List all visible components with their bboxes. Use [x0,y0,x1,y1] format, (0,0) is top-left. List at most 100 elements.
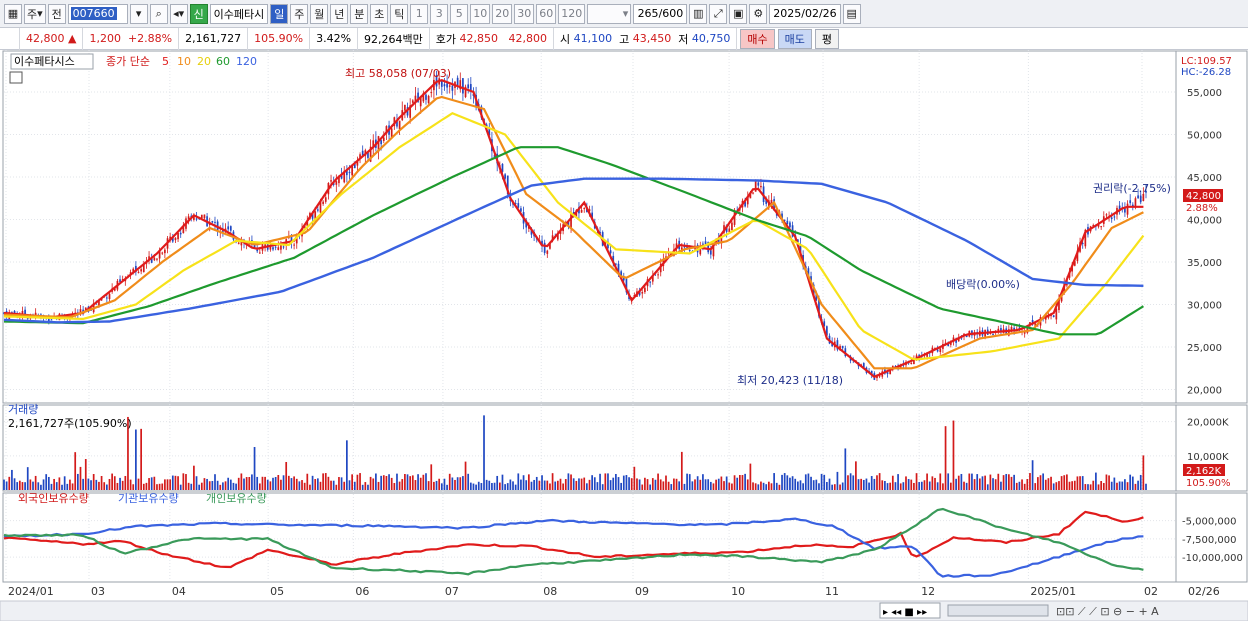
save-icon[interactable]: ▣ [729,3,748,24]
volume-bar [520,479,522,490]
period-tab-week[interactable]: 주 [290,3,309,24]
interval-5[interactable]: 5 [450,3,469,24]
volume-bar [256,476,259,490]
tool-icons[interactable]: ⊡⊡ ⟋ ⟋ ⊡ ⊖ − + A [1056,605,1159,618]
candle-body [367,152,369,158]
volume-bar [243,478,245,490]
volume-bar [1013,474,1015,490]
volume-bar [599,473,601,490]
period-tab-second[interactable]: 초 [370,3,389,24]
candle-body [169,236,172,240]
candle-body [720,235,723,244]
prev-button[interactable]: 전 [47,3,66,24]
volume-bar [87,478,90,490]
volume-bar [746,479,749,490]
candle-body [448,85,451,87]
period-tab-month[interactable]: 월 [310,3,329,24]
sound-icon[interactable]: ◂▾ [169,3,188,24]
period-tab-tick[interactable]: 틱 [390,3,409,24]
stock-code-input[interactable]: 007660 [67,3,128,24]
ma-title: 종가 단순 [106,55,150,68]
candle-body [1092,225,1095,227]
candle-body [575,210,578,218]
open-value: 41,100 [573,32,613,45]
volume-bar [145,482,148,490]
new-listing-badge[interactable]: 신 [189,3,208,24]
volume-bar [311,475,314,490]
volume-bar [1044,479,1047,490]
volume-bar [488,480,491,490]
code-dropdown-icon[interactable]: ▾ [129,3,148,24]
interval-120[interactable]: 120 [558,3,586,24]
draw-line-icon[interactable]: ⤢ [709,3,728,24]
bar-count-input[interactable]: 265/600 [633,3,688,24]
table-toggle-icon[interactable] [9,71,23,84]
volume-bar [939,473,942,490]
moving-average-lines [3,79,1145,379]
trade-amount: 92,264백만 [358,27,430,50]
volume-bar [55,482,58,490]
volume-bar [37,482,40,490]
eval-button[interactable]: 평 [814,28,840,49]
volume-bar [161,483,164,490]
volume-bar [607,473,609,490]
candle-body [1097,224,1100,227]
buy-button[interactable]: 매수 [740,28,775,49]
chart-menu-icon[interactable]: ▦ [4,3,22,24]
sell-button[interactable]: 매도 [777,28,812,49]
calendar-icon[interactable]: ▤ [842,3,861,24]
volume-bar [641,484,644,490]
stock-chart[interactable]: 이수페타시스 종가 단순 5 10 20 60 120 LC:109.57 HC… [0,50,1248,621]
period-tab-year[interactable]: 년 [330,3,349,24]
low-annotation: 최저 20,423 (11/18) [737,374,843,387]
quote-bar: 42,800 ▲ 1,200 +2.88% 2,161,727 105.90% … [0,27,1248,50]
volume-bar [992,478,994,490]
volume-bar [150,477,153,490]
scroll-buttons[interactable] [879,602,941,619]
stock-label-box[interactable] [10,53,94,70]
period-tab-minute[interactable]: 분 [350,3,369,24]
scroll-arrows-icon[interactable]: ▸ ◂◂ ■ ▸▸ [883,607,927,618]
interval-3[interactable]: 3 [430,3,449,24]
interval-1[interactable]: 1 [410,3,429,24]
candle-body [214,221,216,223]
volume-bar [47,476,50,490]
volume-bar [662,481,665,490]
scroll-thumb[interactable] [947,604,1049,617]
date-input[interactable]: 2025/02/26 [769,3,841,24]
volume-bar [377,481,380,490]
candle-body [98,299,100,306]
volume-bar [868,482,870,490]
volume-bar [680,451,683,490]
volume-bar [211,480,214,490]
volume-bar [282,475,285,490]
volume-bar [285,461,288,490]
volume-bar [799,480,802,490]
period-tab-day[interactable]: 일 [270,3,289,24]
holdings-axis-ticks: -5,000,000 -7,500,000 -10,000,000 [1182,517,1243,565]
candle-body [430,92,433,94]
volume-bar [905,476,907,490]
period-type-select[interactable]: 주 ▾ [24,3,46,24]
candle-body [955,338,957,343]
interval-20[interactable]: 20 [492,3,513,24]
volume-bar [100,476,103,490]
volume-bar [765,484,768,490]
volume-bar [1134,483,1137,490]
settings-gear-icon[interactable]: ⚙ [749,3,768,24]
holdings-tick-label: -5,000,000 [1182,517,1237,528]
candle-body [527,226,530,229]
volume-bar [82,478,84,490]
interval-10[interactable]: 10 [470,3,491,24]
interval-60[interactable]: 60 [536,3,557,24]
interval-30[interactable]: 30 [514,3,535,24]
volume-bar [253,447,256,490]
candle-body [797,239,799,243]
candle-body [459,80,462,90]
search-icon[interactable]: ⌕ [149,3,168,24]
chart-type-icon[interactable]: ▥ [689,3,708,24]
interval-dropdown[interactable]: ▾ [587,3,632,24]
volume-value: 2,161,727 [185,32,242,45]
volume-bar [451,477,454,490]
volume-bar [1126,482,1129,490]
